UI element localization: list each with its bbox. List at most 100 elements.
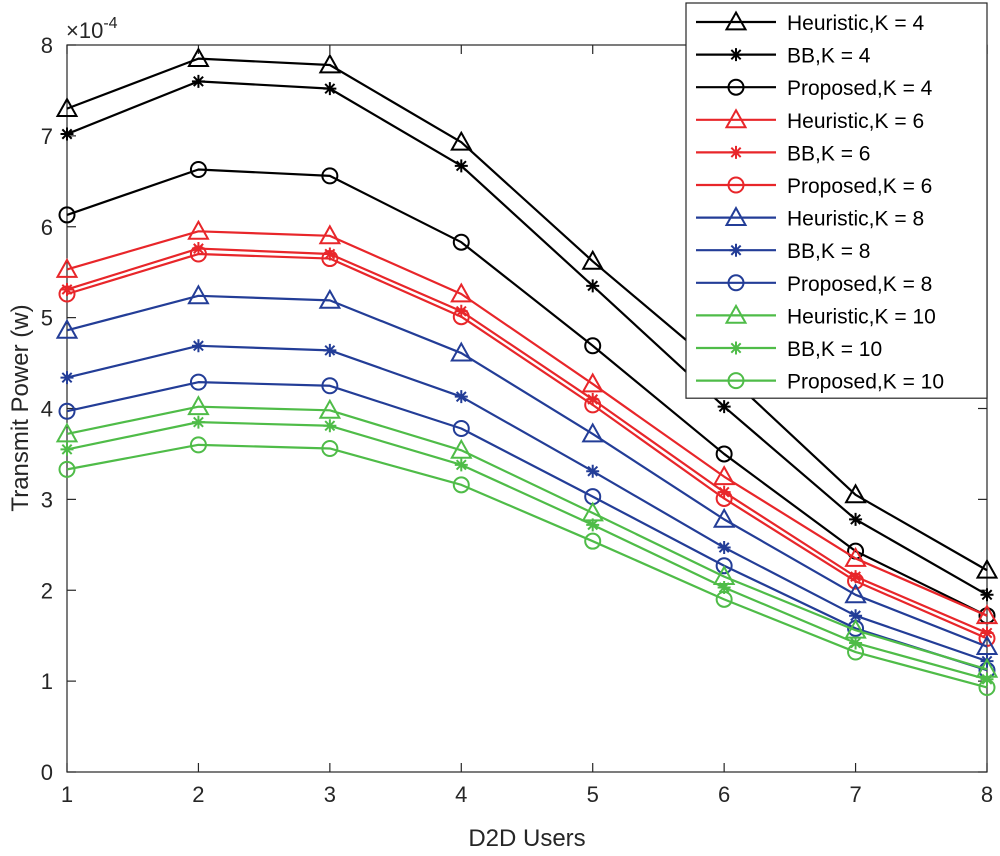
data-point [318,53,342,74]
legend-label: BB,K = 6 [787,142,870,165]
legend-label: Heuristic,K = 6 [787,110,924,133]
x-tick-label: 5 [587,782,599,807]
legend-box [685,2,988,399]
series-heuristic-k-6 [55,219,999,625]
data-point [60,127,74,141]
data-point [980,626,994,640]
data-point [189,160,207,178]
legend-label: BB,K = 4 [787,45,871,68]
legend-marker [724,108,748,129]
data-point [847,643,865,661]
y-tick-label: 5 [41,306,53,331]
data-point [454,390,468,404]
x-tick-label: 8 [981,782,993,807]
legend-item: BB,K = 6 [696,142,870,165]
data-point [189,436,207,454]
legend-marker [727,372,745,390]
data-point [584,396,602,414]
data-point [847,572,865,590]
data-point [58,206,76,224]
data-point [975,558,999,579]
data-point [191,339,205,353]
data-point [450,341,473,362]
data-point [323,419,337,433]
legend-item: BB,K = 8 [696,240,870,263]
data-point [60,371,74,385]
legend-marker [724,303,748,324]
legend-marker [727,274,745,292]
data-point [717,541,731,555]
legend-marker [727,176,745,194]
data-point [187,395,210,416]
x-axis-title: D2D Users [468,825,585,852]
data-point [584,532,602,550]
data-point [318,398,342,419]
series-line [66,252,988,640]
data-point [321,250,339,268]
y-axis-multiplier: ×10-4 [66,15,118,43]
data-point [717,400,731,414]
series-heuristic-k-8 [55,284,999,656]
data-point [715,489,733,507]
data-point [581,249,604,270]
data-point [450,130,473,151]
x-tick-label: 7 [849,782,861,807]
data-point [849,609,863,623]
legend-label: Proposed,K = 4 [787,77,933,100]
data-point [849,570,863,584]
data-point [450,282,473,303]
y-tick-label: 7 [41,124,53,149]
data-point [55,318,79,339]
x-tick-label: 4 [455,782,467,807]
data-point [975,604,999,625]
series-line [66,344,988,663]
y-tick-label: 2 [41,578,53,603]
data-point [715,557,733,575]
legend-label: Proposed,K = 10 [787,371,944,394]
legend-item: Heuristic,K = 6 [696,108,924,133]
data-point [55,97,79,118]
data-point [321,377,339,395]
legend-marker [727,78,745,96]
data-point [717,485,731,499]
data-point [189,245,207,263]
data-point [452,308,470,326]
legend-item: Heuristic,K = 10 [696,303,936,328]
series-line [66,294,988,648]
data-point [191,415,205,429]
y-tick-label: 6 [41,215,53,240]
data-point [454,304,468,318]
legend-marker [724,10,748,31]
legend-marker [724,206,748,227]
series-line [66,443,988,689]
series-bb-k-8 [60,339,994,668]
legend-item: BB,K = 4 [696,45,871,68]
legend-label: Heuristic,K = 4 [787,12,924,35]
series-line [66,230,988,617]
series-line [66,80,988,596]
data-point [60,282,74,296]
legend-item: Proposed,K = 10 [696,371,944,394]
y-axis-title: Transmit Power (w) [7,304,34,511]
series-line [66,421,988,681]
legend-item: Heuristic,K = 8 [696,206,924,231]
data-point [58,285,76,303]
data-point [844,483,867,504]
data-point [189,373,207,391]
data-point [712,507,736,528]
data-point [187,47,210,68]
series-line [66,405,988,671]
data-point [321,439,339,457]
legend-label: BB,K = 8 [787,240,870,263]
data-point [323,82,337,96]
series-proposed-k-4 [58,160,996,625]
y-tick-label: 1 [41,669,53,694]
legend-item: Proposed,K = 4 [696,77,933,100]
data-point [187,219,210,240]
series-proposed-k-10 [58,436,996,696]
data-point [55,257,79,278]
series-line [66,168,988,617]
data-point [191,74,205,88]
data-point [187,284,210,305]
